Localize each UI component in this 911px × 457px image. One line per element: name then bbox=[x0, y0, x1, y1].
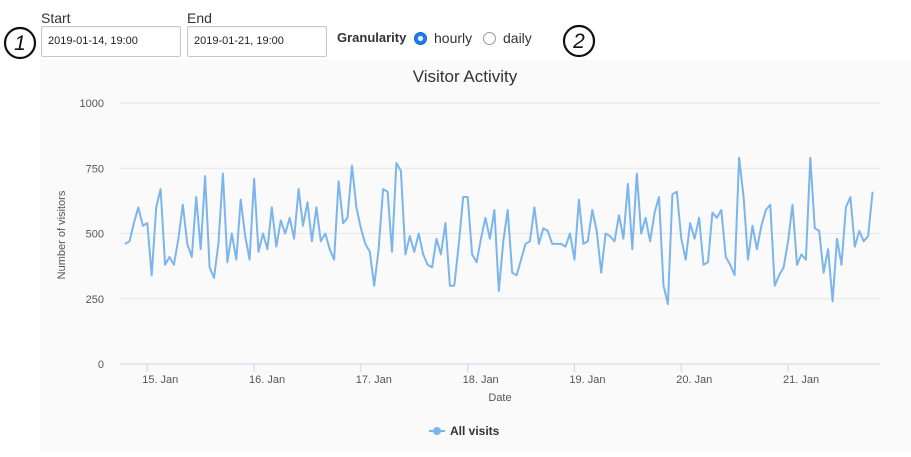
y-axis: 0 250 500 750 1000 bbox=[80, 98, 104, 371]
y-tick-label: 500 bbox=[86, 229, 104, 241]
y-axis-title: Number of visitors bbox=[56, 190, 68, 279]
radio-selected-icon[interactable] bbox=[414, 31, 427, 45]
end-date-input[interactable]: 2019-01-21, 19:00 bbox=[187, 26, 327, 57]
granularity-option-label: daily bbox=[503, 30, 532, 46]
series-line-all-visits bbox=[124, 156, 874, 305]
granularity-label: Granularity bbox=[337, 30, 407, 45]
series-all-visits bbox=[124, 156, 874, 305]
x-tick-label: 17. Jan bbox=[356, 374, 392, 386]
x-axis: 15. Jan 16. Jan 17. Jan 18. Jan 19. Jan 20. J… bbox=[120, 363, 880, 386]
date-range-controls: Start 2019-01-14, 19:00 End 2019-01-21, … bbox=[0, 0, 911, 64]
y-tick-label: 250 bbox=[86, 294, 104, 306]
legend-marker-symbol bbox=[433, 427, 441, 435]
chart-grid bbox=[120, 102, 880, 365]
step-one-marker: 1 bbox=[3, 26, 37, 60]
x-axis-title: Date bbox=[488, 392, 511, 404]
x-tick-label: 20. Jan bbox=[676, 374, 712, 386]
end-label: End bbox=[187, 10, 212, 26]
step-one-number: 1 bbox=[14, 32, 26, 55]
x-tick-label: 21. Jan bbox=[783, 374, 819, 386]
granularity-option-hourly[interactable]: hourly bbox=[414, 27, 472, 49]
chart-title: Visitor Activity bbox=[413, 67, 518, 86]
step-two-number: 2 bbox=[572, 30, 585, 53]
visitor-activity-chart: Visitor Activity 0 250 500 750 1000 15. Jan 1… bbox=[40, 60, 911, 452]
start-date-input[interactable]: 2019-01-14, 19:00 bbox=[41, 26, 181, 57]
legend-item-all-visits: All visits bbox=[450, 424, 500, 438]
y-tick-label: 0 bbox=[98, 359, 104, 371]
chart-legend: All visits bbox=[429, 424, 500, 438]
y-tick-label: 1000 bbox=[80, 98, 104, 110]
x-tick-label: 15. Jan bbox=[142, 374, 178, 386]
x-tick-label: 16. Jan bbox=[249, 374, 285, 386]
x-tick-label: 18. Jan bbox=[463, 374, 499, 386]
granularity-option-daily[interactable]: daily bbox=[483, 27, 532, 49]
granularity-option-label: hourly bbox=[434, 30, 473, 46]
radio-unselected-icon[interactable] bbox=[483, 31, 496, 45]
x-tick-label: 19. Jan bbox=[569, 374, 605, 386]
step-two-marker: 2 bbox=[562, 24, 596, 58]
y-tick-label: 750 bbox=[86, 163, 104, 175]
start-label: Start bbox=[41, 10, 71, 26]
